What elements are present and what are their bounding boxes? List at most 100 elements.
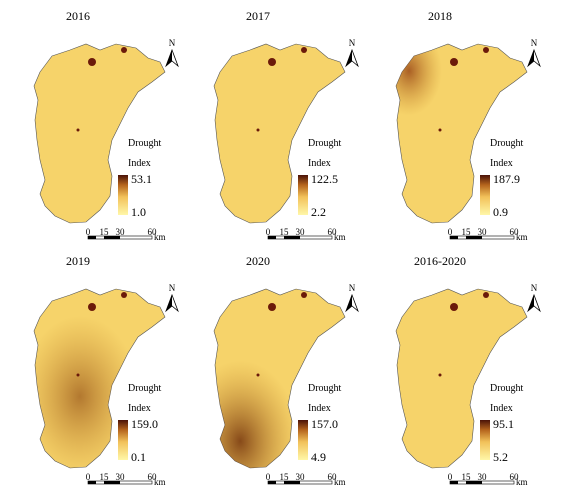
colorbar bbox=[118, 420, 128, 460]
legend-min: 1.0 bbox=[131, 205, 146, 219]
scale-bar-seg bbox=[104, 236, 120, 239]
legend-min: 5.2 bbox=[493, 450, 508, 464]
north-arrow-half bbox=[166, 50, 172, 66]
legend-title: Index bbox=[490, 403, 513, 414]
hotspot bbox=[268, 303, 276, 311]
scale-label: 60 bbox=[328, 227, 338, 237]
scale-label: 15 bbox=[462, 472, 472, 482]
scale-bar-seg bbox=[88, 481, 96, 484]
scale-bar-seg bbox=[268, 236, 276, 239]
region-map bbox=[395, 288, 528, 469]
legend-min: 4.9 bbox=[311, 450, 326, 464]
scale-label: 30 bbox=[296, 227, 306, 237]
scale-bar-seg bbox=[450, 236, 458, 239]
hotspot bbox=[483, 292, 489, 298]
legend-max: 95.1 bbox=[493, 417, 514, 431]
panel-title: 2017 bbox=[246, 9, 270, 23]
hotspot bbox=[301, 292, 307, 298]
legend-title: Index bbox=[308, 403, 331, 414]
scale-unit: km bbox=[154, 477, 166, 487]
hotspot bbox=[256, 128, 260, 132]
colorbar bbox=[298, 175, 308, 215]
scale-bar-seg bbox=[88, 236, 96, 239]
scale-label: 60 bbox=[510, 227, 520, 237]
legend-title: Drought bbox=[128, 383, 162, 394]
hotspot bbox=[256, 373, 260, 377]
scale-unit: km bbox=[334, 477, 346, 487]
scale-label: 30 bbox=[116, 472, 126, 482]
north-arrow-half bbox=[528, 50, 534, 66]
scale-bar-seg bbox=[104, 481, 120, 484]
scale-bar-seg bbox=[466, 481, 482, 484]
scale-label: 60 bbox=[148, 472, 158, 482]
legend-title: Index bbox=[490, 158, 513, 169]
region-map bbox=[33, 43, 166, 224]
hotspot bbox=[268, 58, 276, 66]
hotspot bbox=[450, 58, 458, 66]
legend-title: Drought bbox=[308, 138, 342, 149]
north-label: N bbox=[169, 283, 176, 293]
legend-max: 187.9 bbox=[493, 172, 520, 186]
hotspot bbox=[483, 47, 489, 53]
scale-label: 30 bbox=[478, 472, 488, 482]
scale-bar-seg bbox=[268, 481, 276, 484]
scale-unit: km bbox=[516, 232, 528, 242]
scale-label: 60 bbox=[328, 472, 338, 482]
colorbar bbox=[480, 420, 490, 460]
scale-bar-seg bbox=[284, 236, 300, 239]
legend-title: Drought bbox=[490, 383, 524, 394]
scale-label: 0 bbox=[266, 472, 271, 482]
scale-bar-seg bbox=[284, 481, 300, 484]
scale-label: 0 bbox=[86, 227, 91, 237]
hotspot bbox=[121, 47, 127, 53]
hotspot bbox=[301, 47, 307, 53]
panel-title: 2016-2020 bbox=[414, 254, 466, 268]
colorbar bbox=[480, 175, 490, 215]
legend-max: 122.5 bbox=[311, 172, 338, 186]
scale-label: 15 bbox=[280, 227, 290, 237]
scale-label: 15 bbox=[462, 227, 472, 237]
region-map bbox=[213, 43, 346, 224]
scale-label: 30 bbox=[116, 227, 126, 237]
legend-min: 2.2 bbox=[311, 205, 326, 219]
scale-unit: km bbox=[334, 232, 346, 242]
legend-max: 53.1 bbox=[131, 172, 152, 186]
hotspot bbox=[450, 303, 458, 311]
scale-label: 30 bbox=[296, 472, 306, 482]
hotspot bbox=[438, 373, 442, 377]
scale-label: 0 bbox=[448, 227, 453, 237]
north-arrow-half bbox=[528, 295, 534, 311]
north-arrow-half bbox=[166, 295, 172, 311]
legend-title: Index bbox=[128, 158, 151, 169]
hotspot bbox=[121, 292, 127, 298]
north-label: N bbox=[349, 38, 356, 48]
hotspot bbox=[76, 373, 80, 377]
hotspot bbox=[438, 128, 442, 132]
scale-label: 15 bbox=[280, 472, 290, 482]
scale-label: 60 bbox=[510, 472, 520, 482]
scale-label: 15 bbox=[100, 227, 110, 237]
scale-label: 15 bbox=[100, 472, 110, 482]
legend-title: Drought bbox=[490, 138, 524, 149]
hotspot bbox=[88, 58, 96, 66]
panel-title: 2018 bbox=[428, 9, 452, 23]
panel-title: 2016 bbox=[66, 9, 90, 23]
legend-title: Drought bbox=[308, 383, 342, 394]
scale-label: 30 bbox=[478, 227, 488, 237]
north-arrow-half bbox=[346, 50, 352, 66]
panel-title: 2019 bbox=[66, 254, 90, 268]
legend-title: Drought bbox=[128, 138, 162, 149]
panel-title: 2020 bbox=[246, 254, 270, 268]
legend-title: Index bbox=[128, 403, 151, 414]
drought-hotspot bbox=[396, 44, 527, 223]
scale-label: 60 bbox=[148, 227, 158, 237]
drought-hotspot bbox=[214, 289, 345, 468]
scale-label: 0 bbox=[86, 472, 91, 482]
legend-max: 159.0 bbox=[131, 417, 158, 431]
